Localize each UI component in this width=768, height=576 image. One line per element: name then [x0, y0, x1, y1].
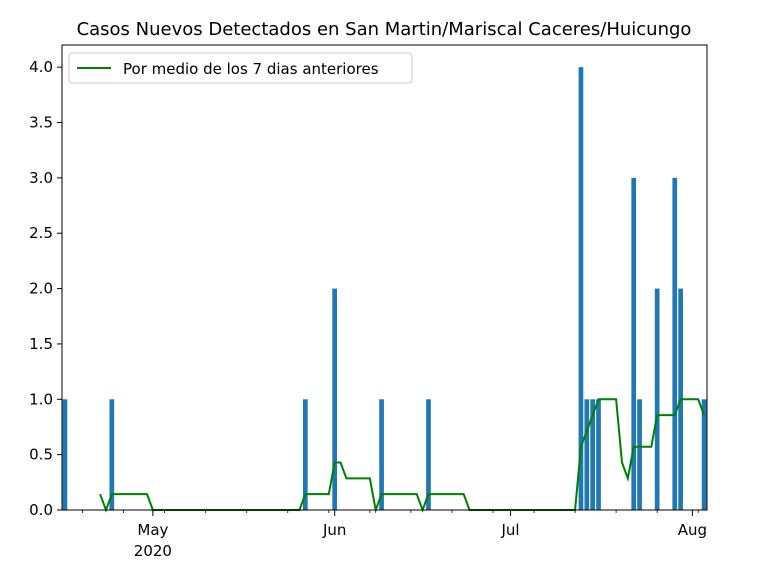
bar-2020-05-27: [302, 399, 308, 510]
bar-2020-07-22: [631, 177, 637, 510]
bar-series: [62, 67, 707, 511]
chart-title: Casos Nuevos Detectados en San Martin/Ma…: [77, 19, 692, 40]
bar-2020-07-26: [654, 288, 660, 510]
bar-2020-07-14: [584, 399, 590, 510]
bar-2020-08-03: [701, 399, 707, 510]
y-tick-label: 2.0: [29, 280, 53, 298]
bar-2020-06-17: [426, 399, 431, 510]
y-tick-label: 3.5: [29, 114, 53, 132]
legend-box: [68, 52, 413, 84]
bar-2020-04-24: [109, 399, 115, 510]
line-series: [99, 398, 706, 514]
x-tick-year-label: 2020: [134, 542, 172, 560]
y-axis: 0.0 0.5 1.0 1.5 2.0 2.5 3.0 3.5 4.0: [29, 58, 62, 519]
moving-average-line: [99, 398, 706, 514]
bar-2020-07-23: [637, 399, 642, 510]
bar-2020-06-01: [332, 288, 338, 510]
axes-frame: [61, 44, 708, 511]
y-tick-label: 2.5: [29, 224, 53, 242]
x-tick-label: Aug: [678, 521, 707, 539]
x-tick-label: Jun: [322, 521, 346, 539]
y-tick-label: 0.0: [29, 501, 53, 519]
x-axis: May 2020 Jun Jul Aug: [82, 510, 707, 560]
legend-label: Por medio de los 7 dias anteriores: [123, 60, 379, 78]
bar-2020-07-29: [672, 177, 678, 510]
bar-2020-07-15: [590, 399, 596, 510]
x-tick-label: May: [137, 521, 168, 539]
bar-2020-07-16: [596, 399, 601, 510]
y-tick-label: 1.0: [29, 390, 53, 408]
x-tick-label: Jul: [501, 521, 520, 539]
legend: Por medio de los 7 dias anteriores: [68, 52, 413, 84]
plot-area: [61, 44, 708, 514]
y-tick-label: 1.5: [29, 335, 53, 353]
y-tick-label: 0.5: [29, 446, 53, 464]
y-tick-label: 3.0: [29, 169, 53, 187]
bar-2020-07-13: [578, 67, 584, 511]
bar-2020-04-16: [62, 399, 68, 510]
bar-2020-06-09: [379, 399, 384, 510]
y-tick-label: 4.0: [29, 58, 53, 76]
